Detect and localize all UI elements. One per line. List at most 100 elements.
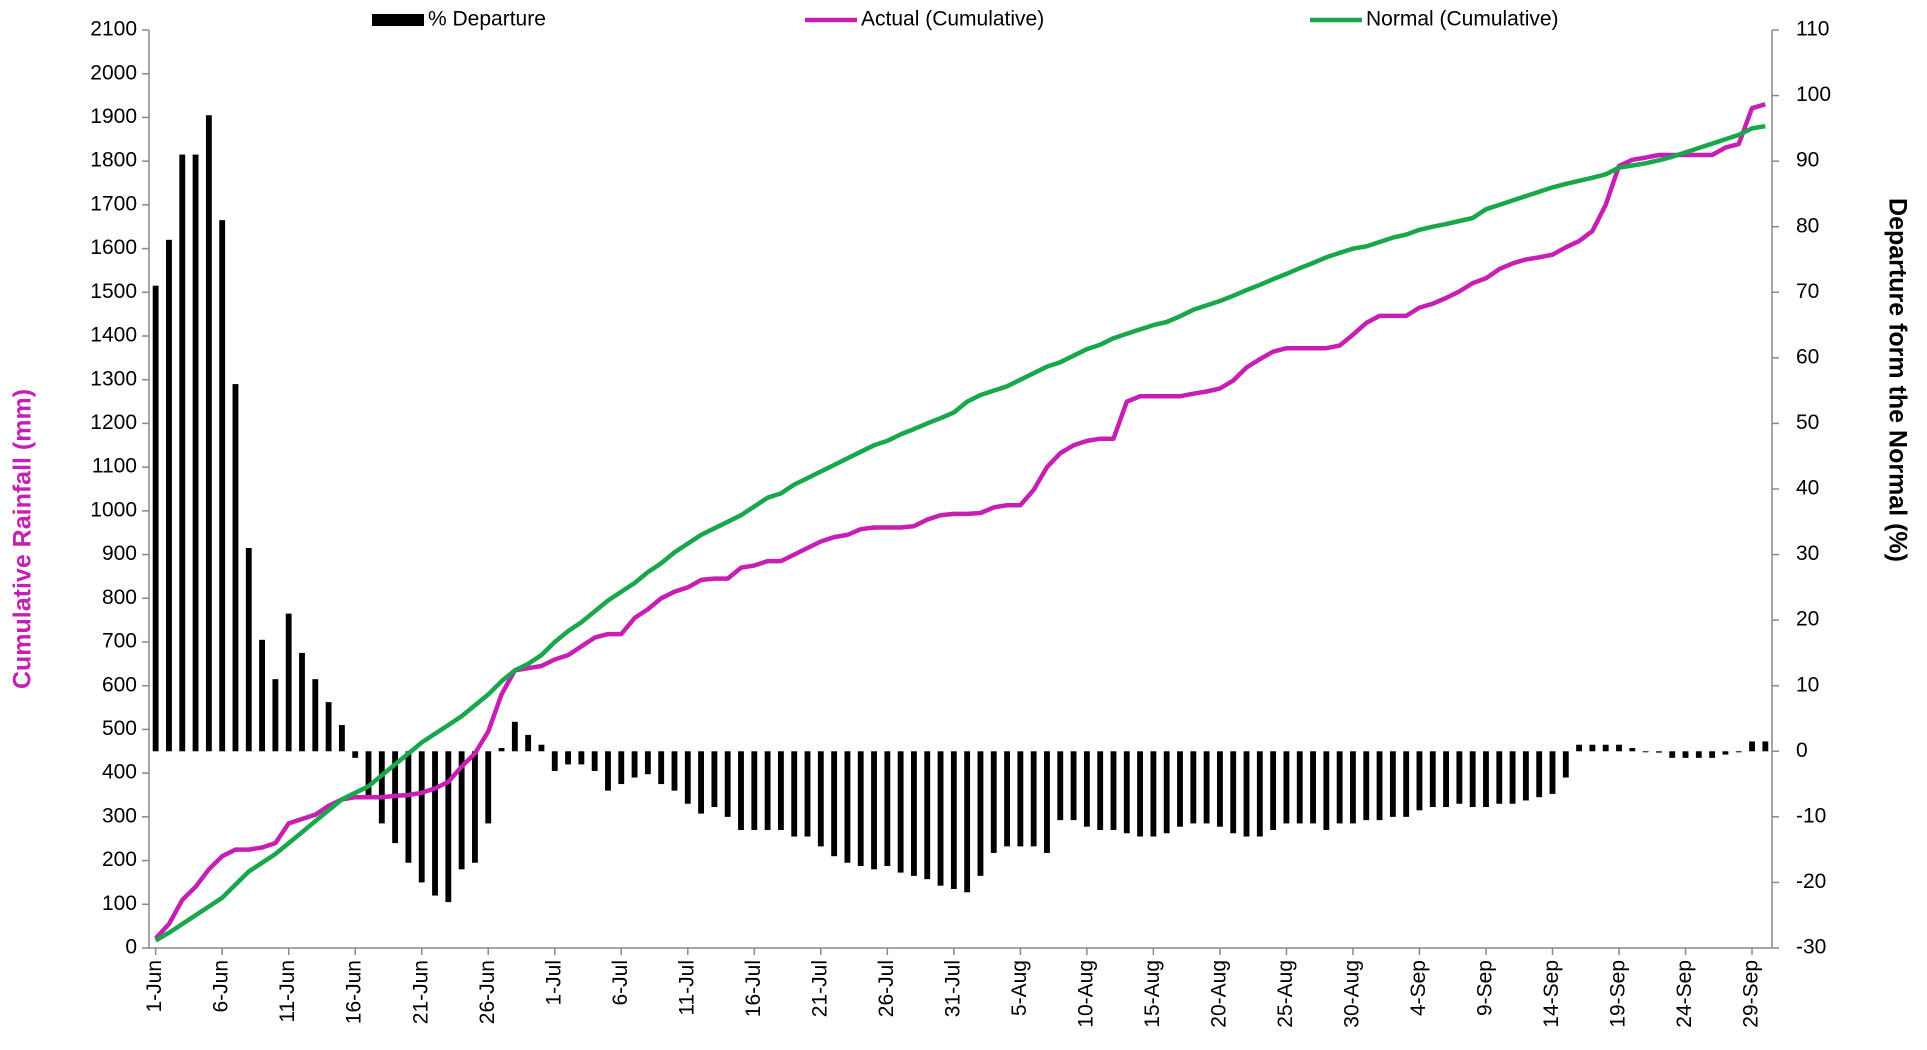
bar bbox=[631, 751, 638, 778]
x-tick-label: 19-Sep bbox=[1607, 960, 1630, 1028]
bar bbox=[166, 239, 172, 752]
bar bbox=[299, 652, 305, 752]
bar bbox=[1483, 751, 1489, 808]
bar bbox=[1336, 751, 1343, 824]
y2-tick-label: 80 bbox=[1796, 214, 1819, 237]
bar bbox=[498, 748, 505, 752]
y-tick-label: 2100 bbox=[90, 18, 137, 41]
bar bbox=[352, 751, 359, 758]
bar bbox=[831, 751, 838, 857]
bar bbox=[1110, 751, 1117, 830]
x-tick-label: 26-Jul bbox=[875, 960, 898, 1017]
bar bbox=[990, 751, 997, 853]
y-tick-label: 1700 bbox=[90, 192, 137, 215]
bar bbox=[1070, 751, 1077, 821]
bar bbox=[245, 548, 252, 752]
legend-swatch bbox=[372, 14, 424, 26]
y-tick-label: 800 bbox=[102, 586, 137, 609]
bar bbox=[219, 220, 226, 752]
bar bbox=[1216, 751, 1223, 827]
x-tick-label: 21-Jun bbox=[409, 960, 432, 1024]
bar bbox=[1416, 751, 1423, 811]
bar bbox=[1376, 751, 1383, 821]
bar bbox=[1389, 751, 1396, 817]
bar bbox=[1363, 751, 1370, 821]
bar bbox=[1509, 751, 1516, 804]
bar bbox=[1083, 751, 1090, 827]
bar bbox=[871, 751, 877, 870]
bar bbox=[365, 751, 372, 798]
bar bbox=[205, 115, 212, 752]
bar bbox=[1749, 741, 1755, 752]
bar bbox=[1549, 751, 1556, 794]
x-tick-label: 9-Sep bbox=[1474, 960, 1497, 1016]
bar bbox=[1642, 751, 1649, 753]
bar bbox=[1004, 751, 1010, 847]
bar bbox=[338, 725, 345, 752]
bar bbox=[804, 751, 811, 837]
bar bbox=[1190, 751, 1197, 824]
bar bbox=[378, 751, 385, 824]
bar bbox=[272, 679, 279, 752]
bar bbox=[445, 751, 452, 903]
bar bbox=[1536, 751, 1543, 798]
bar bbox=[285, 613, 292, 752]
bar bbox=[1150, 751, 1157, 837]
y2-tick-label: -30 bbox=[1796, 936, 1826, 959]
bar bbox=[1429, 751, 1436, 808]
bar bbox=[684, 751, 691, 804]
bar bbox=[937, 751, 944, 886]
legend-label: Actual (Cumulative) bbox=[861, 8, 1044, 31]
bar bbox=[817, 751, 824, 847]
bar bbox=[711, 751, 718, 808]
bar bbox=[605, 751, 611, 791]
bar bbox=[1030, 751, 1037, 847]
bar bbox=[911, 751, 917, 876]
bar bbox=[511, 721, 518, 752]
y2-tick-label: 30 bbox=[1796, 542, 1819, 565]
bar bbox=[565, 751, 571, 765]
bar bbox=[1163, 751, 1170, 834]
bar bbox=[884, 751, 891, 867]
y-tick-label: 1200 bbox=[90, 411, 137, 434]
bar bbox=[764, 751, 771, 830]
bar bbox=[751, 751, 758, 830]
y-tick-label: 900 bbox=[102, 542, 137, 565]
y-tick-label: 1100 bbox=[92, 455, 137, 478]
bar bbox=[644, 751, 651, 775]
bar bbox=[1602, 744, 1609, 752]
bar bbox=[1629, 748, 1636, 752]
y2-tick-label: 40 bbox=[1796, 477, 1819, 500]
bar bbox=[312, 679, 319, 752]
y-tick-label: 200 bbox=[102, 848, 137, 871]
y-tick-label: 1800 bbox=[90, 149, 137, 172]
bar bbox=[1456, 751, 1463, 804]
bar bbox=[1762, 741, 1769, 752]
y-tick-label: 1000 bbox=[90, 498, 137, 521]
legend-label: % Departure bbox=[428, 8, 546, 31]
x-tick-label: 20-Aug bbox=[1207, 960, 1230, 1028]
bar bbox=[1243, 751, 1250, 837]
y-tick-label: 1600 bbox=[90, 236, 137, 259]
y2-tick-label: -20 bbox=[1796, 870, 1826, 893]
y-axis-title: Cumulative Rainfall (mm) bbox=[9, 389, 37, 689]
bar bbox=[192, 154, 199, 752]
x-tick-label: 6-Jun bbox=[210, 960, 233, 1013]
x-tick-label: 5-Aug bbox=[1008, 960, 1031, 1016]
bar bbox=[1203, 751, 1210, 824]
bar bbox=[1044, 751, 1050, 853]
bar bbox=[325, 702, 332, 752]
y-tick-label: 1300 bbox=[90, 367, 137, 390]
bar bbox=[1296, 751, 1303, 824]
bar bbox=[1576, 744, 1583, 752]
x-tick-label: 1-Jul bbox=[542, 960, 565, 1006]
legend-label: Normal (Cumulative) bbox=[1366, 8, 1559, 31]
y2-tick-label: 70 bbox=[1796, 280, 1819, 303]
bar bbox=[698, 751, 705, 814]
x-tick-label: 26-Jun bbox=[476, 960, 499, 1024]
x-tick-label: 11-Jul bbox=[675, 960, 698, 1016]
bar bbox=[1177, 751, 1183, 827]
bar bbox=[950, 751, 957, 889]
line bbox=[154, 102, 1766, 940]
